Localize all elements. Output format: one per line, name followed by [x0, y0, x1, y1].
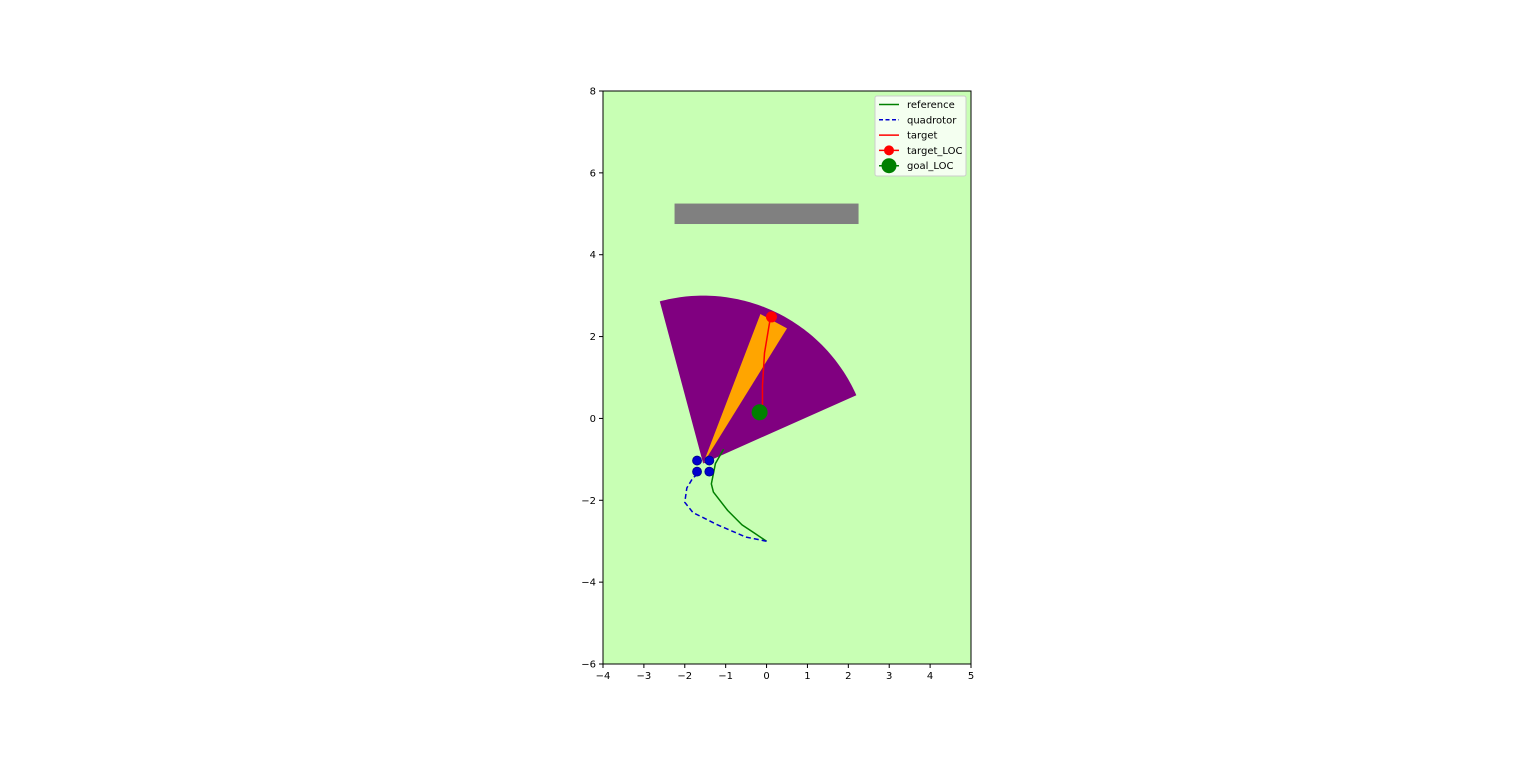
- x-axis: −4 −3 −2 −1 0 1 2 3 4 5: [596, 664, 974, 682]
- legend-label-quadrotor: quadrotor: [907, 115, 957, 126]
- quadrotor-rotor: [692, 466, 702, 477]
- y-axis: −6 −4 −2 0 2 4 6 8: [581, 87, 603, 671]
- quadrotor-rotor: [704, 455, 715, 466]
- marker-goal_LOC: [751, 404, 768, 421]
- x-tick-label: 5: [968, 671, 974, 682]
- chart-lines: [684, 315, 772, 542]
- x-tick-label: 3: [886, 671, 892, 682]
- y-tick-label: 8: [590, 87, 596, 98]
- legend-marker-target_LOC: [884, 145, 894, 156]
- x-tick-label: −1: [718, 671, 733, 682]
- legend-label-goal_LOC: goal_LOC: [907, 161, 953, 172]
- chart-patches: [659, 203, 859, 464]
- obstacle: [674, 203, 859, 225]
- x-tick-label: −3: [637, 671, 652, 682]
- x-tick-label: −4: [596, 671, 611, 682]
- y-tick-label: 4: [590, 250, 596, 261]
- marker-target_LOC: [765, 311, 777, 323]
- x-tick-label: 0: [763, 671, 769, 682]
- series-reference: [710, 448, 767, 542]
- legend-label-reference: reference: [907, 100, 955, 111]
- legend-marker-goal_LOC: [881, 158, 897, 174]
- y-tick-label: 2: [590, 332, 596, 343]
- x-tick-label: 1: [804, 671, 810, 682]
- x-tick-label: 4: [927, 671, 933, 682]
- legend-label-target_LOC: target_LOC: [907, 146, 962, 157]
- y-tick-label: 6: [590, 168, 596, 179]
- y-tick-label: −2: [581, 496, 596, 507]
- quadrotor-rotor: [692, 455, 702, 466]
- series-quadrotor: [684, 471, 767, 542]
- y-tick-label: −6: [581, 660, 596, 671]
- x-tick-label: −2: [677, 671, 692, 682]
- target-beam: [703, 314, 787, 464]
- plot-frame: [602, 90, 972, 665]
- legend-label-target: target: [907, 131, 937, 142]
- series-target: [761, 315, 772, 419]
- x-tick-label: 2: [845, 671, 851, 682]
- legend-box: [874, 95, 967, 177]
- quadrotor-rotor: [704, 466, 715, 477]
- chart-markers: [692, 311, 777, 477]
- legend: reference quadrotor target target_LOC goal_L…: [874, 95, 967, 177]
- y-tick-label: 0: [590, 414, 596, 425]
- y-tick-label: −4: [581, 578, 596, 589]
- sensor-wedge: [659, 295, 857, 464]
